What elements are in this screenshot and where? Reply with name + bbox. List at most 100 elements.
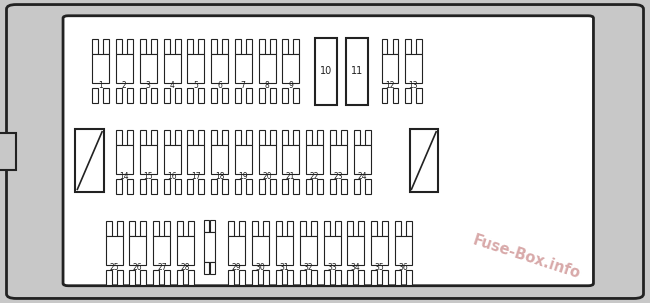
Bar: [222, 88, 228, 103]
Bar: [365, 179, 371, 194]
Text: 5: 5: [193, 81, 198, 90]
Bar: [246, 88, 252, 103]
Bar: [204, 220, 209, 232]
Bar: [210, 262, 215, 274]
Bar: [371, 236, 388, 265]
Text: 15: 15: [144, 172, 153, 181]
Bar: [341, 130, 347, 145]
FancyBboxPatch shape: [6, 5, 644, 298]
Bar: [395, 236, 412, 265]
Bar: [235, 179, 240, 194]
Bar: [175, 179, 181, 194]
Bar: [416, 39, 422, 54]
Bar: [106, 221, 112, 236]
Bar: [188, 221, 194, 236]
Bar: [259, 179, 265, 194]
Bar: [228, 270, 234, 285]
Bar: [239, 270, 245, 285]
Text: 3: 3: [146, 81, 151, 90]
Bar: [252, 236, 269, 265]
Bar: [300, 270, 306, 285]
Text: 8: 8: [265, 81, 270, 90]
Bar: [164, 179, 170, 194]
Bar: [239, 221, 245, 236]
Bar: [270, 39, 276, 54]
Bar: [382, 270, 388, 285]
Bar: [282, 130, 288, 145]
Bar: [127, 88, 133, 103]
Text: 34: 34: [351, 263, 360, 272]
Bar: [92, 88, 98, 103]
Bar: [222, 179, 228, 194]
Bar: [117, 221, 123, 236]
Bar: [164, 130, 170, 145]
Bar: [246, 130, 252, 145]
Bar: [395, 270, 401, 285]
Bar: [330, 179, 336, 194]
Bar: [103, 39, 109, 54]
Text: 11: 11: [351, 66, 363, 76]
Bar: [259, 88, 265, 103]
Bar: [140, 130, 146, 145]
Bar: [129, 236, 146, 265]
Bar: [324, 270, 330, 285]
Text: 35: 35: [374, 263, 384, 272]
Bar: [259, 145, 276, 174]
Bar: [151, 130, 157, 145]
Bar: [211, 130, 217, 145]
Bar: [282, 39, 288, 54]
Bar: [164, 88, 170, 103]
Bar: [116, 54, 133, 83]
Bar: [127, 130, 133, 145]
Bar: [198, 39, 204, 54]
Bar: [335, 221, 341, 236]
Bar: [382, 39, 387, 54]
Bar: [116, 88, 122, 103]
Bar: [382, 221, 388, 236]
Bar: [405, 39, 411, 54]
Bar: [346, 38, 368, 105]
Bar: [140, 221, 146, 236]
Bar: [270, 88, 276, 103]
Bar: [306, 179, 312, 194]
Bar: [153, 236, 170, 265]
Text: 6: 6: [217, 81, 222, 90]
Bar: [198, 179, 204, 194]
Bar: [300, 236, 317, 265]
Bar: [204, 262, 209, 274]
Bar: [315, 38, 337, 105]
Bar: [416, 88, 422, 103]
Bar: [140, 145, 157, 174]
Bar: [410, 129, 438, 192]
Text: 28: 28: [181, 263, 190, 272]
Bar: [235, 88, 240, 103]
Bar: [222, 130, 228, 145]
Bar: [235, 130, 240, 145]
Text: 12: 12: [385, 81, 395, 90]
Bar: [259, 39, 265, 54]
Bar: [211, 54, 228, 83]
Bar: [177, 236, 194, 265]
Bar: [293, 179, 299, 194]
Text: 20: 20: [263, 172, 272, 181]
Bar: [187, 130, 193, 145]
Bar: [282, 88, 288, 103]
Bar: [235, 145, 252, 174]
Text: 21: 21: [286, 172, 295, 181]
Bar: [116, 39, 122, 54]
Text: 22: 22: [310, 172, 319, 181]
Bar: [175, 130, 181, 145]
Bar: [204, 232, 214, 262]
Text: 18: 18: [215, 172, 224, 181]
Bar: [211, 88, 217, 103]
Bar: [393, 39, 398, 54]
Bar: [347, 270, 353, 285]
Bar: [198, 88, 204, 103]
Bar: [92, 54, 109, 83]
Bar: [330, 130, 336, 145]
Bar: [127, 179, 133, 194]
Bar: [0, 133, 16, 170]
Text: 17: 17: [191, 172, 200, 181]
Bar: [151, 179, 157, 194]
Text: 19: 19: [239, 172, 248, 181]
